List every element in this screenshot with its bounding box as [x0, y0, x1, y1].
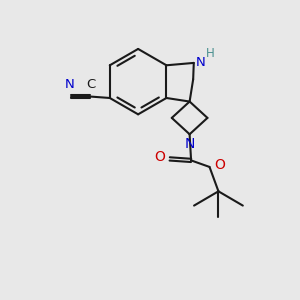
Text: N: N	[196, 56, 206, 69]
Text: H: H	[206, 47, 214, 60]
Text: O: O	[214, 158, 225, 172]
Text: O: O	[154, 150, 165, 164]
Text: N: N	[185, 136, 195, 151]
Text: C: C	[86, 78, 95, 91]
Text: N: N	[65, 78, 75, 91]
